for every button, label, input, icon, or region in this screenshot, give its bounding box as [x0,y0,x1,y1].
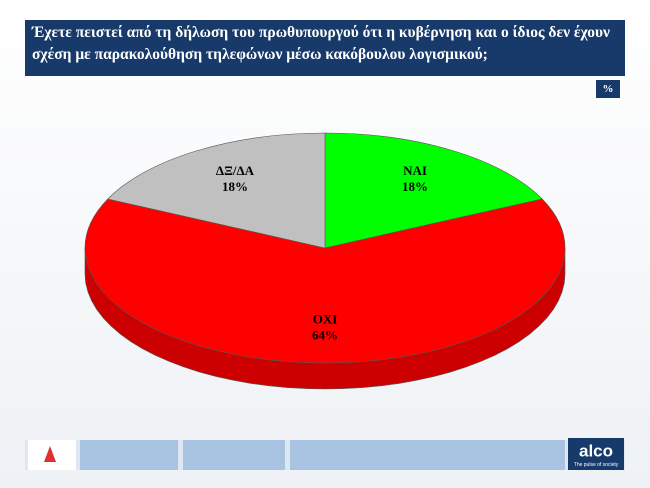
slice-label: ΟΧΙ [313,311,338,326]
chart-title: Έχετε πειστεί από τη δήλωση του πρωθυπου… [25,20,625,76]
footer-segment [80,440,178,470]
slice-label: ΔΞ/ΔΑ [216,163,255,178]
slice [324,132,543,249]
footer: alco The pulse of society [25,438,625,470]
left-logo [44,446,56,462]
logo-tagline: The pulse of society [574,462,619,468]
slice [84,198,566,364]
value-label: 18% [222,179,248,194]
value-label: 18% [402,179,428,194]
logo-name: alco [579,441,613,460]
slice-label: ΝΑΙ [403,163,427,178]
slice [107,132,326,249]
unit-label: % [596,80,620,98]
pie [84,132,566,390]
footer-segment [290,440,565,470]
footer-segment [183,440,285,470]
value-label: 64% [312,327,338,342]
logo-box [568,438,624,470]
